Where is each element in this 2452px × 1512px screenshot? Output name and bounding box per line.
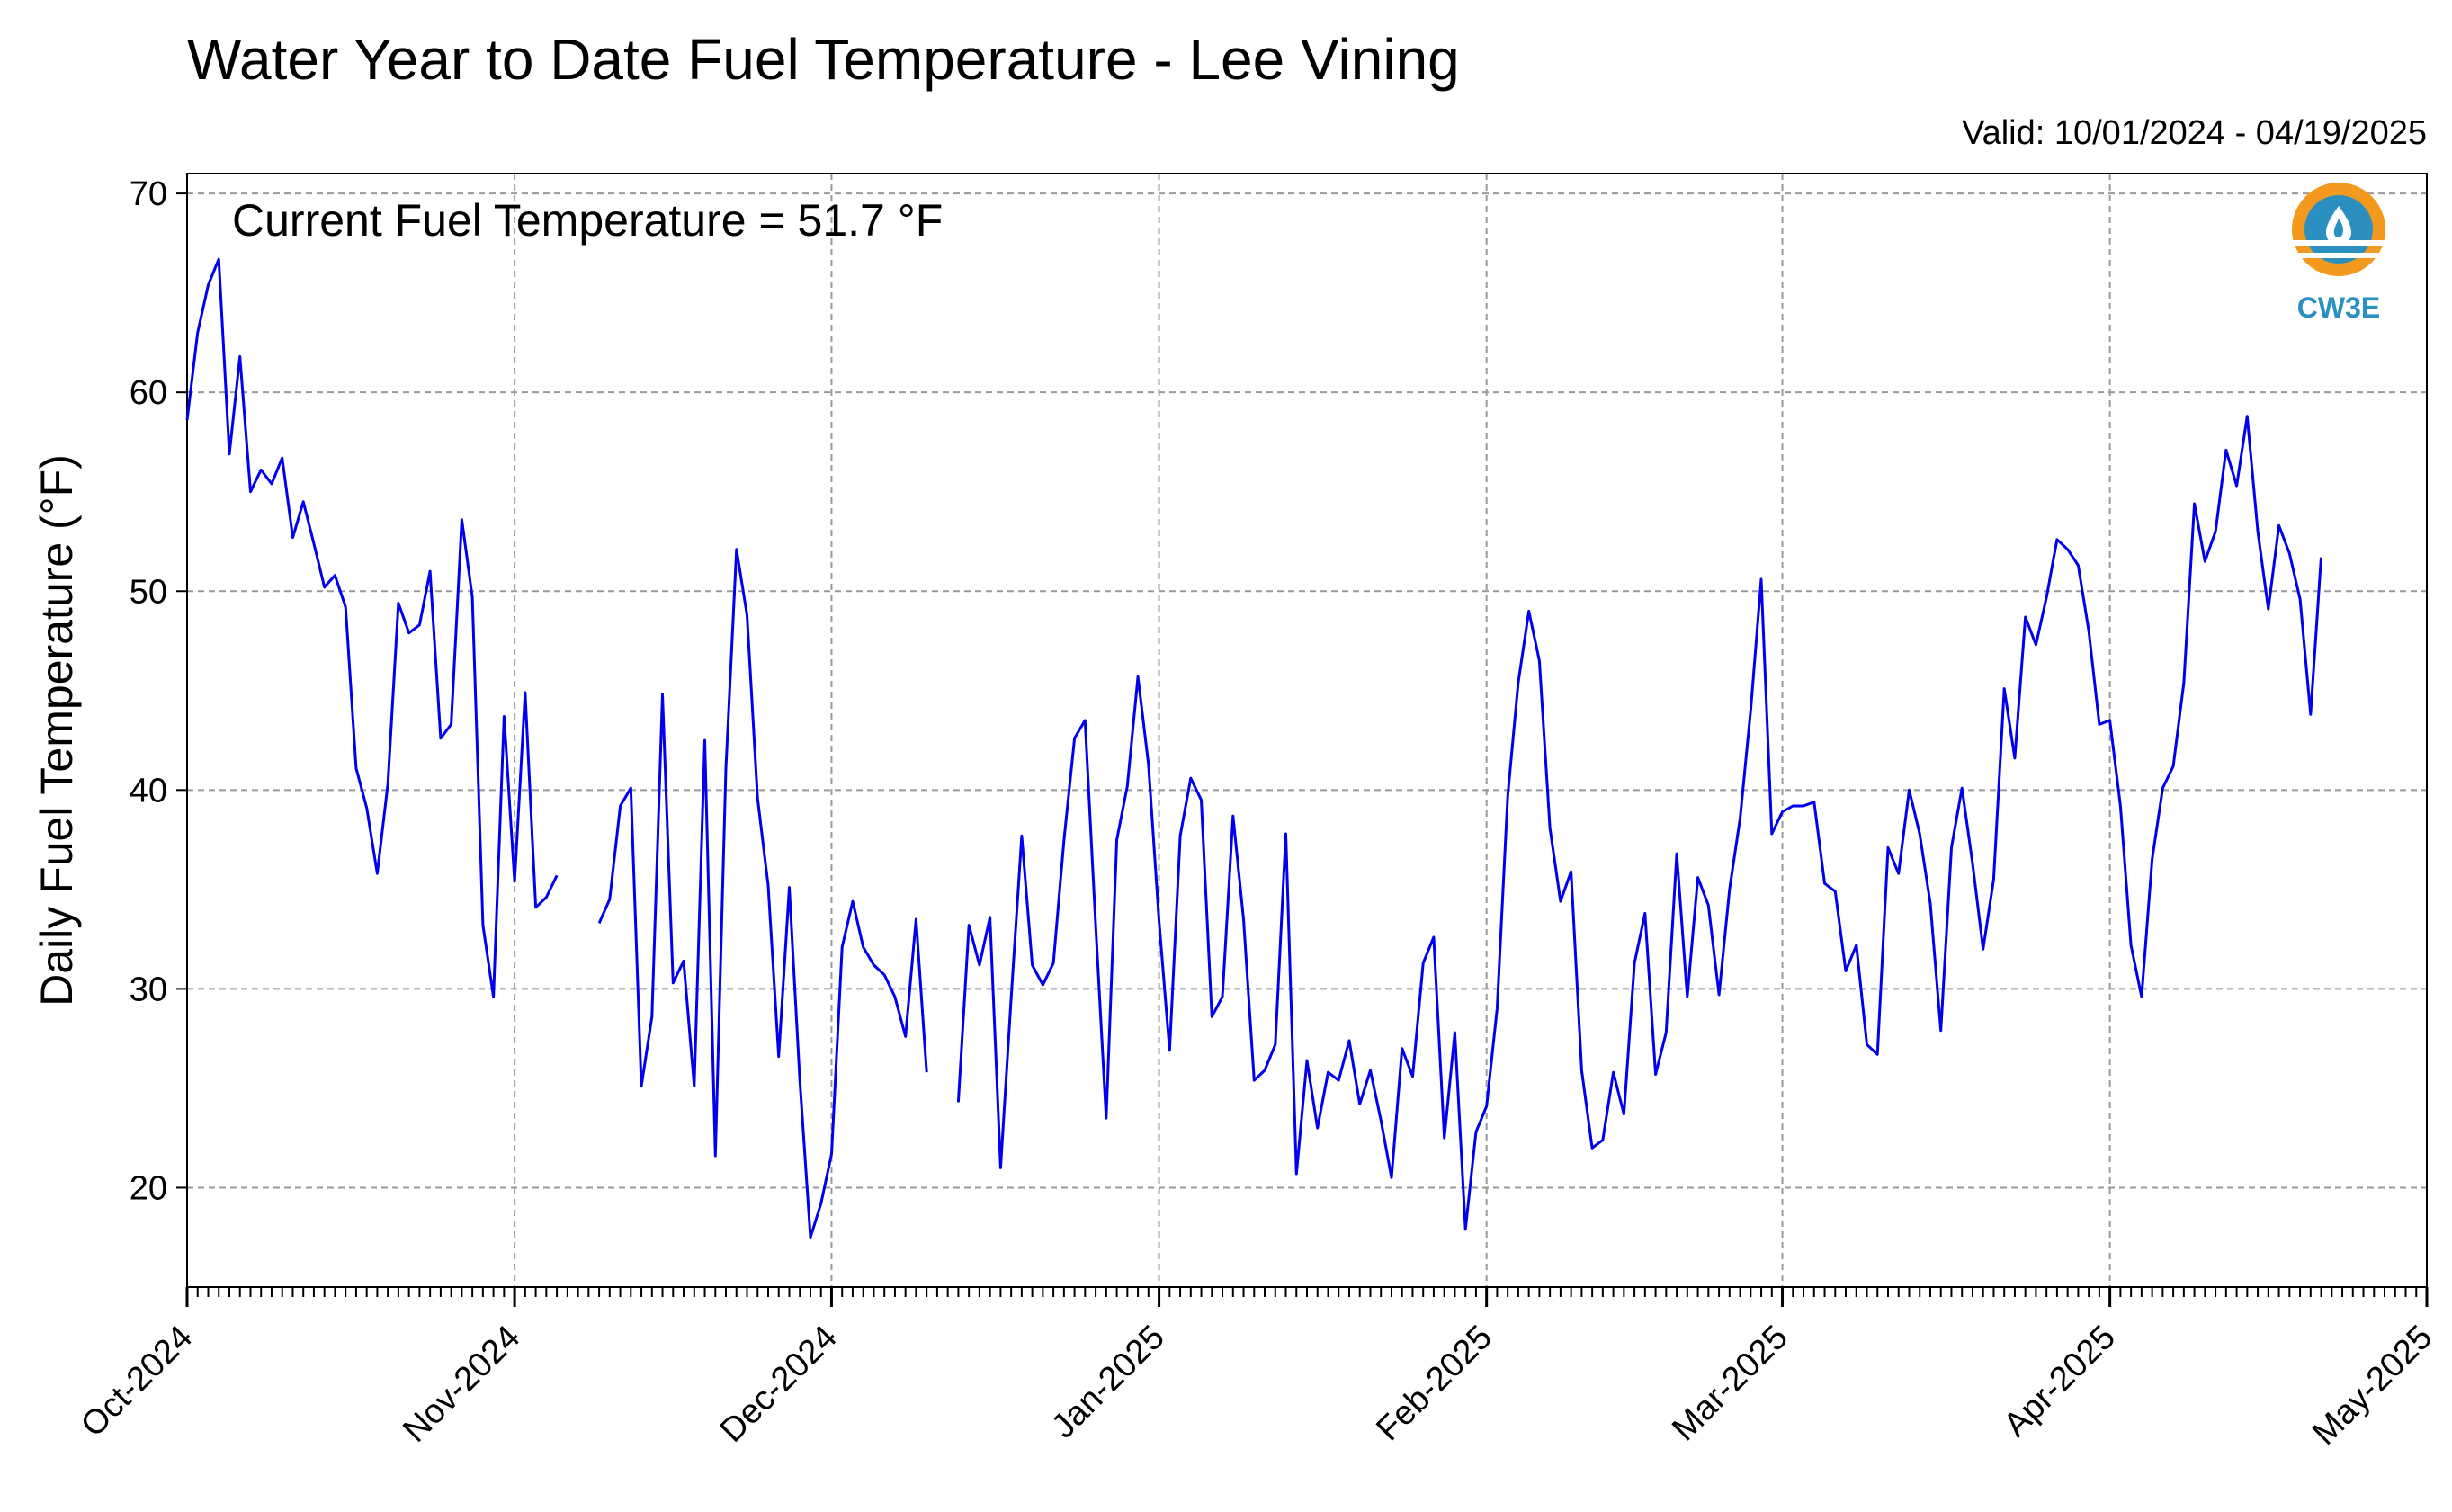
y-tick-label: 40: [130, 772, 167, 810]
y-tick-label: 30: [130, 971, 167, 1008]
y-tick-label: 70: [130, 175, 167, 213]
x-tick-labels: Oct-2024 Nov-2024 Dec-2024 Jan-2025 Feb-2025…: [74, 1319, 2439, 1453]
series-line-segment: [597, 548, 928, 1239]
x-tick-label: May-2025: [2305, 1319, 2439, 1453]
cw3e-logo-wave2-icon: [2292, 253, 2385, 258]
x-tick-label: Dec-2024: [713, 1319, 845, 1450]
x-tick-label: Feb-2025: [1369, 1319, 1499, 1449]
y-tick-label: 50: [130, 573, 167, 611]
y-tick-label: 60: [130, 374, 167, 412]
y-tick-label: 20: [130, 1169, 167, 1207]
cw3e-logo: CW3E: [2292, 183, 2385, 324]
y-axis-label: Daily Fuel Temperature (°F): [31, 454, 82, 1007]
chart-subtitle: Valid: 10/01/2024 - 04/19/2025: [1962, 114, 2427, 152]
chart-title: Water Year to Date Fuel Temperature - Le…: [187, 27, 1460, 92]
x-tick-label: Nov-2024: [396, 1319, 527, 1450]
current-temp-annotation: Current Fuel Temperature = 51.7 °F: [232, 195, 943, 246]
x-tick-label: Oct-2024: [74, 1319, 200, 1445]
x-tick-label: Jan-2025: [1044, 1319, 1172, 1446]
cw3e-logo-text: CW3E: [2297, 291, 2380, 324]
grid-lines: [187, 174, 2427, 1287]
x-tick-label: Mar-2025: [1665, 1319, 1795, 1449]
axis-ticks: [176, 192, 2429, 1307]
series-line-segment: [185, 257, 559, 998]
series-fuel-temperature: [185, 257, 2322, 1239]
y-tick-labels: 20 30 40 50 60 70: [130, 175, 167, 1207]
series-line-segment: [956, 415, 2322, 1231]
x-tick-label: Apr-2025: [1997, 1319, 2123, 1445]
flame-icon: [2333, 219, 2343, 237]
